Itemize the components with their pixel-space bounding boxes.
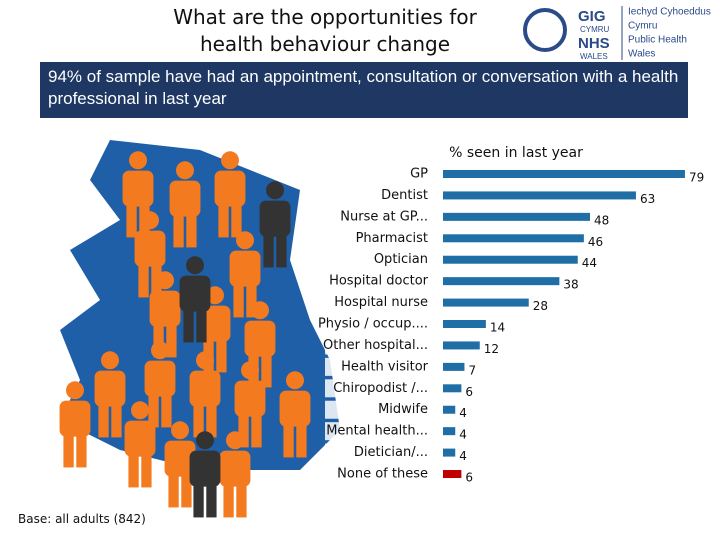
value-label: 14 — [490, 321, 505, 335]
label-bg — [325, 422, 433, 441]
value-label: 4 — [459, 449, 467, 463]
bar — [443, 362, 465, 371]
value-label: 7 — [468, 363, 476, 377]
value-label: 48 — [594, 213, 609, 227]
logo-text: GIG — [578, 8, 606, 25]
logo: GIG CYMRU NHS WALES Iechyd Cyhoeddus Cym… — [523, 6, 711, 61]
footnote: Base: all adults (842) — [18, 512, 146, 526]
label-bg — [325, 443, 433, 462]
chart-title: % seen in last year — [449, 145, 583, 161]
category-label: GP — [410, 167, 428, 182]
bar — [443, 298, 529, 307]
bar — [443, 341, 480, 350]
logo-emblem — [523, 8, 567, 52]
value-label: 6 — [465, 385, 473, 399]
logo-text: Cymru — [628, 21, 657, 32]
logo-text: Iechyd Cyhoeddus — [628, 7, 711, 18]
label-bg — [325, 229, 433, 248]
value-label: 46 — [588, 235, 603, 249]
label-bg — [325, 207, 433, 226]
label-bg — [325, 250, 433, 269]
logo-text: CYMRU — [580, 25, 610, 34]
label-bg — [325, 186, 433, 205]
value-label: 6 — [465, 471, 473, 485]
category-label: Pharmacist — [356, 231, 428, 246]
label-bg — [325, 465, 433, 484]
category-label: Midwife — [378, 402, 428, 417]
label-bg — [325, 165, 433, 183]
label-bg — [325, 315, 433, 334]
bar — [443, 191, 636, 200]
label-bg — [325, 379, 433, 398]
bar — [443, 277, 560, 286]
bar — [443, 448, 456, 457]
category-label: Nurse at GP... — [340, 209, 428, 224]
category-label: Health visitor — [341, 359, 429, 374]
value-label: 12 — [484, 342, 499, 356]
banner: 94% of sample have had an appointment, c… — [40, 62, 688, 118]
category-label: Dietician/... — [354, 445, 428, 460]
bar — [443, 405, 456, 414]
category-label: Dentist — [381, 188, 428, 203]
category-label: Hospital doctor — [329, 274, 429, 289]
label-bg — [325, 336, 433, 355]
value-label: 38 — [563, 278, 578, 292]
logo-text: Public Health — [628, 35, 687, 46]
value-label: 4 — [459, 428, 467, 442]
label-bg — [325, 357, 433, 376]
bar — [443, 255, 578, 264]
bar — [443, 427, 456, 436]
category-label: Mental health... — [326, 424, 428, 439]
category-label: Physio / occup.... — [318, 317, 428, 332]
label-bg — [325, 293, 433, 312]
label-bg — [325, 400, 433, 419]
category-label: Chiropodist /... — [333, 381, 428, 396]
bar — [443, 470, 462, 479]
value-label: 4 — [459, 406, 467, 420]
bar — [443, 212, 590, 221]
category-label: Optician — [374, 252, 428, 267]
value-label: 28 — [533, 299, 548, 313]
bar — [443, 384, 462, 393]
label-bg — [325, 272, 433, 291]
value-label: 63 — [640, 192, 655, 206]
logo-text: WALES — [580, 52, 608, 61]
category-label: Hospital nurse — [334, 295, 428, 310]
bar — [443, 320, 486, 329]
logo-text: Wales — [628, 49, 655, 60]
value-label: 44 — [582, 256, 597, 270]
category-label: Other hospital... — [323, 338, 428, 353]
bar — [443, 170, 685, 178]
value-label: 79 — [689, 171, 704, 185]
logo-text: NHS — [578, 35, 610, 52]
bar — [443, 234, 584, 243]
category-label: None of these — [337, 467, 428, 482]
